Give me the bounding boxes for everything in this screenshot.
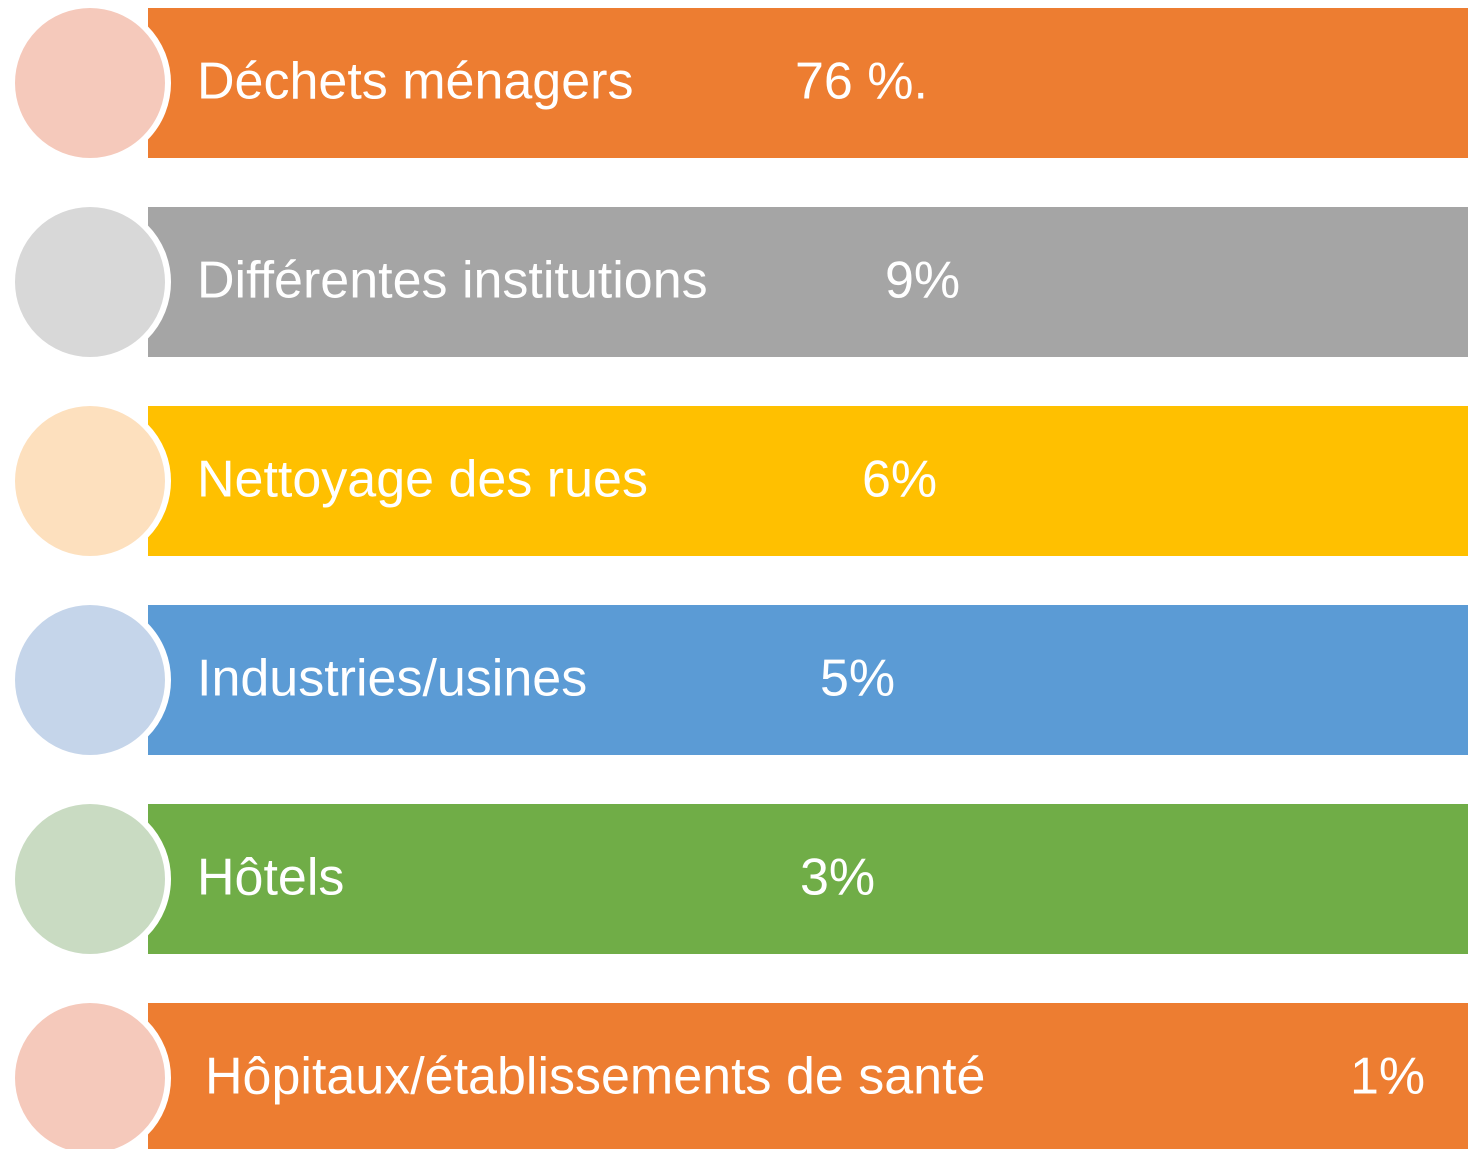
item-label: Hôpitaux/établissements de santé: [205, 1048, 985, 1106]
item-value: 76 %.: [795, 53, 928, 111]
item-bar: [148, 605, 1468, 755]
item-value: 3%: [800, 849, 875, 907]
item-circle: [9, 798, 171, 960]
item-bar: [148, 8, 1468, 158]
item-circle: [9, 997, 171, 1149]
item-value: 6%: [862, 451, 937, 509]
item-label: Différentes institutions: [197, 252, 708, 310]
item-label: Nettoyage des rues: [197, 451, 648, 509]
item-label: Industries/usines: [197, 650, 587, 708]
item-circle: [9, 2, 171, 164]
item-value: 1%: [1350, 1048, 1425, 1106]
item-circle: [9, 201, 171, 363]
item-bar: [148, 406, 1468, 556]
item-bar: [148, 1003, 1468, 1149]
item-circle: [9, 599, 171, 761]
item-label: Déchets ménagers: [197, 53, 633, 111]
item-label: Hôtels: [197, 849, 344, 907]
item-circle: [9, 400, 171, 562]
item-bar: [148, 207, 1468, 357]
item-value: 5%: [820, 650, 895, 708]
item-value: 9%: [885, 252, 960, 310]
item-bar: [148, 804, 1468, 954]
